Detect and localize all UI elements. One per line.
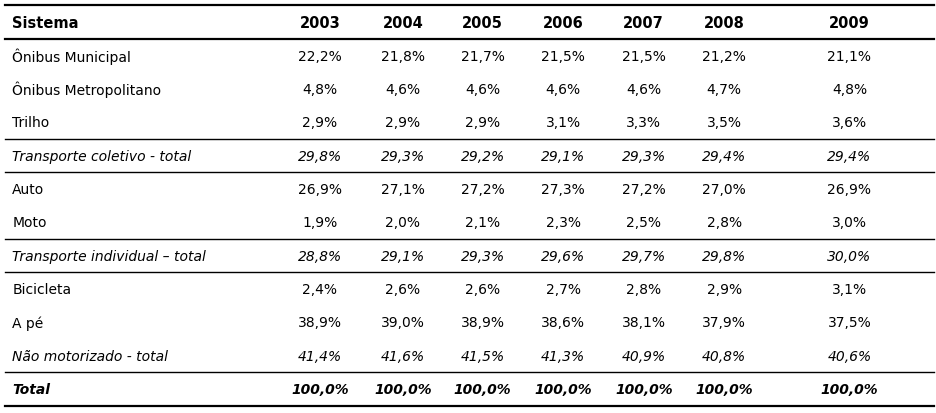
Text: 4,8%: 4,8% (831, 83, 866, 97)
Text: 38,6%: 38,6% (541, 316, 584, 330)
Text: 27,2%: 27,2% (622, 183, 665, 197)
Text: 21,8%: 21,8% (381, 50, 424, 64)
Text: 2,6%: 2,6% (464, 282, 500, 297)
Text: 41,3%: 41,3% (540, 349, 585, 363)
Text: 39,0%: 39,0% (381, 316, 424, 330)
Text: 3,0%: 3,0% (831, 216, 866, 230)
Text: 41,4%: 41,4% (298, 349, 342, 363)
Text: 2006: 2006 (542, 16, 583, 31)
Text: 3,5%: 3,5% (706, 116, 741, 130)
Text: Transporte individual – total: Transporte individual – total (12, 249, 206, 263)
Text: 29,8%: 29,8% (701, 249, 746, 263)
Text: 26,9%: 26,9% (298, 183, 342, 197)
Text: 100,0%: 100,0% (291, 382, 348, 396)
Text: 2008: 2008 (703, 16, 744, 31)
Text: 38,1%: 38,1% (622, 316, 665, 330)
Text: 37,5%: 37,5% (826, 316, 870, 330)
Text: 100,0%: 100,0% (820, 382, 877, 396)
Text: 29,2%: 29,2% (460, 150, 505, 164)
Text: Auto: Auto (12, 183, 44, 197)
Text: 2,8%: 2,8% (706, 216, 741, 230)
Text: 38,9%: 38,9% (461, 316, 504, 330)
Text: 29,8%: 29,8% (298, 150, 342, 164)
Text: 2,9%: 2,9% (385, 116, 420, 130)
Text: 2,3%: 2,3% (545, 216, 580, 230)
Text: Sistema: Sistema (12, 16, 79, 31)
Text: 26,9%: 26,9% (826, 183, 870, 197)
Text: 2004: 2004 (382, 16, 423, 31)
Text: 4,6%: 4,6% (464, 83, 500, 97)
Text: 100,0%: 100,0% (614, 382, 672, 396)
Text: 29,4%: 29,4% (826, 150, 870, 164)
Text: 2007: 2007 (622, 16, 664, 31)
Text: 2,7%: 2,7% (545, 282, 580, 297)
Text: 29,3%: 29,3% (460, 249, 505, 263)
Text: 2,0%: 2,0% (385, 216, 420, 230)
Text: 2,8%: 2,8% (625, 282, 661, 297)
Text: 29,3%: 29,3% (380, 150, 425, 164)
Text: 29,7%: 29,7% (621, 249, 665, 263)
Text: 3,1%: 3,1% (831, 282, 866, 297)
Text: 100,0%: 100,0% (373, 382, 431, 396)
Text: 100,0%: 100,0% (534, 382, 592, 396)
Text: 28,8%: 28,8% (298, 249, 342, 263)
Text: A pé: A pé (12, 316, 43, 330)
Text: 37,9%: 37,9% (702, 316, 745, 330)
Text: 2,6%: 2,6% (385, 282, 420, 297)
Text: 2,9%: 2,9% (706, 282, 741, 297)
Text: 2003: 2003 (300, 16, 340, 31)
Text: Moto: Moto (12, 216, 47, 230)
Text: 2,4%: 2,4% (302, 282, 337, 297)
Text: 27,2%: 27,2% (461, 183, 504, 197)
Text: 40,6%: 40,6% (826, 349, 870, 363)
Text: 21,1%: 21,1% (826, 50, 870, 64)
Text: 27,0%: 27,0% (702, 183, 745, 197)
Text: 29,6%: 29,6% (540, 249, 585, 263)
Text: 38,9%: 38,9% (298, 316, 342, 330)
Text: 29,1%: 29,1% (540, 150, 585, 164)
Text: 2005: 2005 (461, 16, 503, 31)
Text: 3,1%: 3,1% (545, 116, 580, 130)
Text: 2,1%: 2,1% (464, 216, 500, 230)
Text: Transporte coletivo - total: Transporte coletivo - total (12, 150, 191, 164)
Text: 21,5%: 21,5% (622, 50, 665, 64)
Text: 22,2%: 22,2% (298, 50, 342, 64)
Text: Total: Total (12, 382, 51, 396)
Text: 2009: 2009 (828, 16, 869, 31)
Text: 21,5%: 21,5% (541, 50, 584, 64)
Text: 1,9%: 1,9% (302, 216, 337, 230)
Text: 4,8%: 4,8% (302, 83, 337, 97)
Text: 3,3%: 3,3% (625, 116, 661, 130)
Text: 27,1%: 27,1% (381, 183, 424, 197)
Text: 41,5%: 41,5% (460, 349, 505, 363)
Text: 30,0%: 30,0% (826, 249, 870, 263)
Text: 4,6%: 4,6% (625, 83, 661, 97)
Text: 4,6%: 4,6% (385, 83, 420, 97)
Text: 100,0%: 100,0% (453, 382, 511, 396)
Text: 4,7%: 4,7% (706, 83, 741, 97)
Text: 2,9%: 2,9% (464, 116, 500, 130)
Text: Trilho: Trilho (12, 116, 50, 130)
Text: Bicicleta: Bicicleta (12, 282, 71, 297)
Text: 4,6%: 4,6% (545, 83, 580, 97)
Text: 41,6%: 41,6% (380, 349, 425, 363)
Text: 21,7%: 21,7% (461, 50, 504, 64)
Text: 29,1%: 29,1% (380, 249, 425, 263)
Text: Não motorizado - total: Não motorizado - total (12, 349, 168, 363)
Text: Ônibus Metropolitano: Ônibus Metropolitano (12, 82, 161, 98)
Text: Ônibus Municipal: Ônibus Municipal (12, 48, 131, 65)
Text: 27,3%: 27,3% (541, 183, 584, 197)
Text: 29,4%: 29,4% (701, 150, 746, 164)
Text: 2,9%: 2,9% (302, 116, 337, 130)
Text: 40,8%: 40,8% (701, 349, 746, 363)
Text: 2,5%: 2,5% (625, 216, 661, 230)
Text: 29,3%: 29,3% (621, 150, 665, 164)
Text: 100,0%: 100,0% (695, 382, 753, 396)
Text: 21,2%: 21,2% (702, 50, 745, 64)
Text: 40,9%: 40,9% (621, 349, 665, 363)
Text: 3,6%: 3,6% (831, 116, 866, 130)
